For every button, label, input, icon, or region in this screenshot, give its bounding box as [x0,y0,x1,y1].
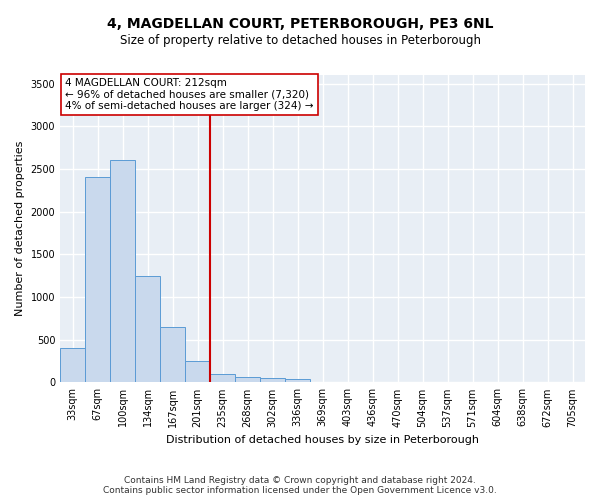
Bar [85,178,110,382]
Bar [185,361,210,382]
Bar [235,378,260,382]
Bar [110,160,135,382]
Text: 4, MAGDELLAN COURT, PETERBOROUGH, PE3 6NL: 4, MAGDELLAN COURT, PETERBOROUGH, PE3 6N… [107,18,493,32]
Y-axis label: Number of detached properties: Number of detached properties [15,141,25,316]
Text: 4 MAGDELLAN COURT: 212sqm
← 96% of detached houses are smaller (7,320)
4% of sem: 4 MAGDELLAN COURT: 212sqm ← 96% of detac… [65,78,314,112]
Bar [135,276,160,382]
Text: Contains HM Land Registry data © Crown copyright and database right 2024.
Contai: Contains HM Land Registry data © Crown c… [103,476,497,495]
Bar [160,327,185,382]
Text: Size of property relative to detached houses in Peterborough: Size of property relative to detached ho… [119,34,481,47]
Bar [60,348,85,382]
Bar [210,374,235,382]
X-axis label: Distribution of detached houses by size in Peterborough: Distribution of detached houses by size … [166,435,479,445]
Bar [260,378,285,382]
Bar [285,379,310,382]
